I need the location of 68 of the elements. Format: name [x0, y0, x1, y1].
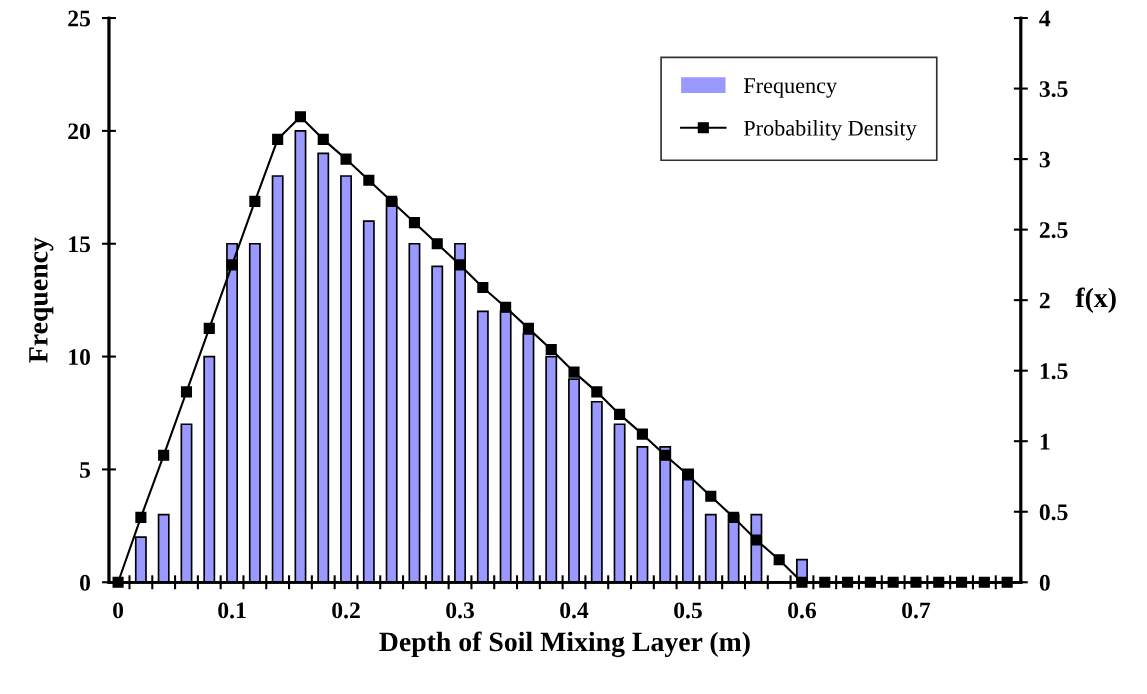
y2-tick-label: 0.5 [1039, 504, 1068, 521]
point [135, 511, 147, 523]
point [477, 281, 489, 294]
y-tick-label: 15 [69, 236, 91, 253]
point [659, 449, 671, 461]
point [978, 576, 990, 588]
y2-tick-label: 0 [1039, 574, 1050, 591]
point [842, 576, 854, 588]
x-tick-label: 0.7 [902, 602, 931, 619]
point [591, 386, 603, 398]
point [386, 195, 398, 207]
point [705, 490, 717, 502]
point [340, 153, 352, 165]
point [750, 534, 762, 546]
point [226, 259, 238, 271]
x-axis-title: Depth of Soil Mixing Layer (m) [379, 631, 750, 658]
y2-tick-label: 4 [1039, 10, 1051, 27]
y2-tick-label: 3 [1039, 151, 1050, 168]
point [568, 366, 580, 378]
y-tick-label: 25 [68, 10, 91, 27]
point [773, 554, 785, 566]
point [317, 133, 329, 145]
point [112, 576, 124, 588]
y-tick-label: 10 [69, 349, 91, 365]
point [614, 408, 626, 420]
point [1001, 576, 1013, 588]
point [500, 301, 512, 313]
y2-axis-title: f(x) [1075, 287, 1116, 313]
x-tick-label: 0.3 [446, 602, 474, 619]
y-tick-label: 20 [68, 123, 91, 140]
point [408, 217, 420, 229]
legend-label: Frequency [743, 78, 838, 98]
point [249, 195, 261, 207]
point [910, 576, 922, 588]
y2-tick-label: 1.5 [1040, 363, 1068, 380]
point [682, 469, 694, 481]
point [272, 133, 284, 145]
point [294, 111, 307, 123]
point [728, 511, 740, 523]
point [203, 322, 215, 334]
x-tick-label: 0.4 [560, 602, 589, 619]
y2-tick-label: 2 [1039, 292, 1050, 309]
x-tick-label: 0.6 [788, 602, 817, 619]
x-tick-label: 0.1 [218, 602, 246, 619]
point [522, 322, 534, 334]
point [933, 576, 945, 588]
point [636, 428, 648, 440]
y2-tick-label: 1 [1040, 433, 1050, 450]
point [796, 576, 808, 588]
point [956, 576, 968, 588]
y2-tick-label: 2.5 [1039, 222, 1068, 239]
point [158, 449, 170, 461]
point [363, 174, 375, 186]
legend-label: Probability Density [743, 120, 917, 141]
point [864, 576, 876, 588]
y-tick-label: 5 [80, 462, 91, 478]
point [431, 238, 443, 250]
x-tick-label: 0.2 [332, 602, 360, 619]
y-axis-title: Frequency [29, 237, 54, 363]
x-tick-label: 0.5 [674, 602, 702, 619]
point [887, 576, 899, 588]
x-tick-label: 0 [113, 602, 124, 619]
y-tick-label: 0 [80, 574, 91, 591]
point [180, 386, 193, 398]
y2-tick-label: 3.5 [1039, 81, 1068, 98]
point [454, 259, 466, 271]
point [545, 343, 557, 356]
point [819, 576, 831, 588]
